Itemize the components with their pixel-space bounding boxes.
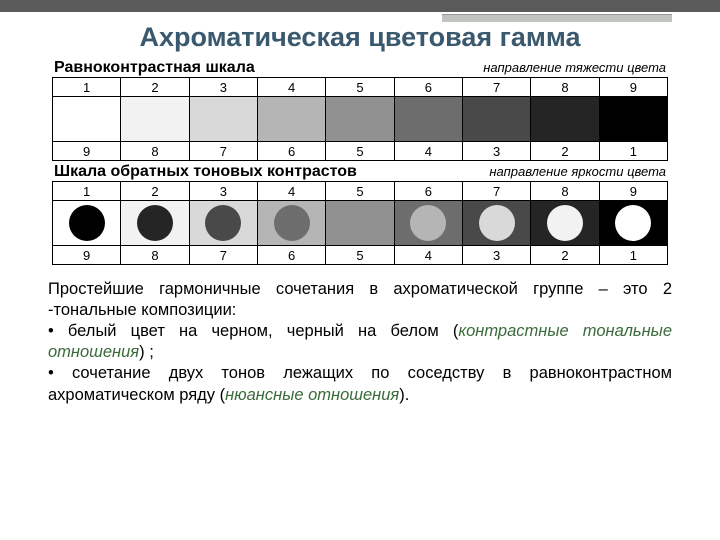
num-cell: 9 <box>53 142 121 161</box>
scale1-header: Равноконтрастная шкала направление тяжес… <box>52 59 668 77</box>
num-cell: 3 <box>189 182 257 201</box>
num-cell: 5 <box>326 78 394 97</box>
contrast-cell <box>394 201 462 246</box>
tone-circle <box>615 205 651 241</box>
scale1-direction: направление тяжести цвета <box>483 60 666 75</box>
num-cell: 9 <box>599 78 667 97</box>
contrast-cell <box>462 201 530 246</box>
color-cell <box>53 97 121 142</box>
top-band <box>0 0 720 12</box>
color-cell <box>394 97 462 142</box>
tone-circle <box>137 205 173 241</box>
num-cell: 8 <box>121 246 189 265</box>
num-cell: 4 <box>257 182 325 201</box>
num-cell: 8 <box>531 78 599 97</box>
num-cell: 7 <box>189 246 257 265</box>
color-cell <box>599 97 667 142</box>
num-cell: 4 <box>394 142 462 161</box>
num-cell: 1 <box>53 182 121 201</box>
color-cell <box>121 97 189 142</box>
num-cell: 3 <box>462 142 530 161</box>
scale1-title: Равноконтрастная шкала <box>54 59 255 77</box>
tone-circle <box>342 205 378 241</box>
contrast-cell <box>189 201 257 246</box>
num-cell: 8 <box>531 182 599 201</box>
num-cell: 1 <box>599 246 667 265</box>
num-cell: 2 <box>531 142 599 161</box>
scale2-table: 123456789987654321 <box>52 181 668 265</box>
num-cell: 9 <box>599 182 667 201</box>
num-cell: 8 <box>121 142 189 161</box>
num-cell: 7 <box>462 182 530 201</box>
num-cell: 7 <box>462 78 530 97</box>
scale1-table: 123456789987654321 <box>52 77 668 161</box>
num-cell: 5 <box>326 246 394 265</box>
intro-text: Простейшие гармоничные сочетания в ахром… <box>48 280 672 319</box>
num-cell: 2 <box>121 78 189 97</box>
contrast-cell <box>257 201 325 246</box>
tone-circle <box>547 205 583 241</box>
color-cell <box>531 97 599 142</box>
color-cell <box>326 97 394 142</box>
num-cell: 2 <box>121 182 189 201</box>
tone-circle <box>479 205 515 241</box>
body-text: Простейшие гармоничные сочетания в ахром… <box>48 279 672 406</box>
contrast-cell <box>53 201 121 246</box>
num-cell: 2 <box>531 246 599 265</box>
num-cell: 1 <box>599 142 667 161</box>
color-cell <box>189 97 257 142</box>
num-cell: 6 <box>257 142 325 161</box>
tone-circle <box>205 205 241 241</box>
bullet1-post: ) ; <box>139 343 154 361</box>
num-cell: 6 <box>394 78 462 97</box>
scales-container: Равноконтрастная шкала направление тяжес… <box>52 59 668 265</box>
tone-circle <box>69 205 105 241</box>
bullet1-pre: • белый цвет на черном, черный на белом … <box>48 322 458 340</box>
num-cell: 1 <box>53 78 121 97</box>
num-cell: 4 <box>394 246 462 265</box>
num-cell: 4 <box>257 78 325 97</box>
num-cell: 6 <box>257 246 325 265</box>
accent-bar <box>442 14 672 22</box>
scale1-below-line: Шкала обратных тоновых контрастов направ… <box>52 163 668 181</box>
contrast-cell <box>531 201 599 246</box>
num-cell: 7 <box>189 142 257 161</box>
num-cell: 9 <box>53 246 121 265</box>
num-cell: 3 <box>189 78 257 97</box>
tone-circle <box>410 205 446 241</box>
tone-circle <box>274 205 310 241</box>
page-title: Ахроматическая цветовая гамма <box>20 22 700 53</box>
color-cell <box>462 97 530 142</box>
bullet2-post: ). <box>399 386 409 404</box>
num-cell: 6 <box>394 182 462 201</box>
contrast-cell <box>326 201 394 246</box>
num-cell: 5 <box>326 142 394 161</box>
bullet2-em: нюансные отношения <box>225 386 399 404</box>
num-cell: 5 <box>326 182 394 201</box>
color-cell <box>257 97 325 142</box>
num-cell: 3 <box>462 246 530 265</box>
brightness-direction: направление яркости цвета <box>489 164 666 179</box>
contrast-cell <box>121 201 189 246</box>
scale2-title: Шкала обратных тоновых контрастов <box>54 163 357 181</box>
contrast-cell <box>599 201 667 246</box>
